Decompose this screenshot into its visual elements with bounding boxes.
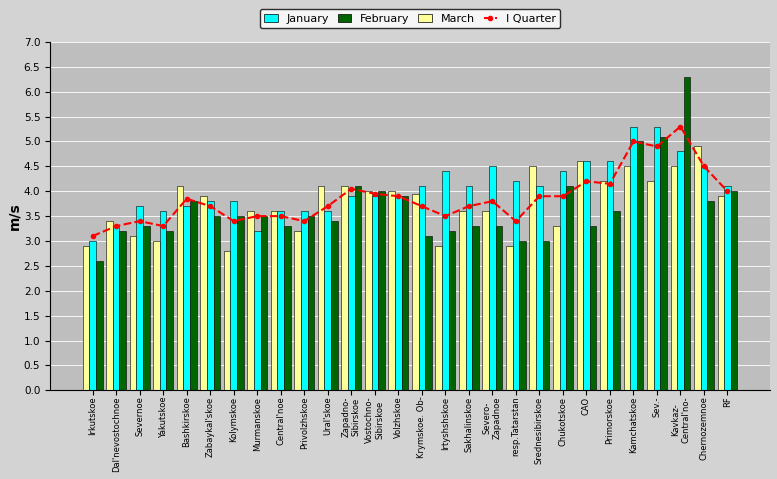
Bar (506, 246, 513, 390)
Bar (130, 236, 137, 390)
Bar (113, 226, 120, 390)
Bar (341, 186, 348, 390)
Bar (153, 241, 160, 390)
Bar (684, 77, 690, 390)
Bar (331, 221, 338, 390)
Bar (224, 251, 231, 390)
Bar (577, 161, 583, 390)
Bar (254, 231, 260, 390)
Bar (318, 186, 325, 390)
Bar (106, 221, 113, 390)
Bar (636, 141, 643, 390)
Bar (542, 241, 549, 390)
Bar (677, 151, 684, 390)
Bar (623, 166, 630, 390)
Bar (600, 181, 607, 390)
Bar (448, 231, 455, 390)
Bar (701, 166, 707, 390)
Bar (724, 186, 730, 390)
Bar (559, 171, 566, 390)
Bar (237, 216, 244, 390)
Bar (472, 226, 479, 390)
Bar (536, 186, 542, 390)
Bar (489, 166, 496, 390)
Bar (529, 166, 536, 390)
Bar (301, 211, 308, 390)
Bar (613, 211, 620, 390)
Bar (365, 191, 371, 390)
Bar (160, 211, 166, 390)
Bar (566, 186, 573, 390)
Bar (590, 226, 596, 390)
Bar (271, 211, 277, 390)
Bar (730, 191, 737, 390)
Bar (630, 126, 636, 390)
Bar (284, 226, 291, 390)
Bar (166, 231, 173, 390)
Bar (419, 186, 425, 390)
Bar (183, 206, 190, 390)
Bar (442, 171, 448, 390)
Bar (190, 201, 197, 390)
Bar (200, 196, 207, 390)
Bar (412, 194, 419, 390)
Bar (553, 226, 559, 390)
Bar (459, 211, 465, 390)
Bar (583, 161, 590, 390)
Bar (247, 211, 254, 390)
Bar (260, 216, 267, 390)
Bar (325, 211, 331, 390)
Bar (647, 181, 653, 390)
Bar (707, 201, 714, 390)
Bar (177, 186, 183, 390)
Bar (354, 186, 361, 390)
Bar (402, 196, 408, 390)
Bar (607, 161, 613, 390)
Bar (425, 236, 432, 390)
Bar (496, 226, 502, 390)
Bar (671, 166, 677, 390)
Bar (348, 196, 354, 390)
Bar (395, 196, 402, 390)
Bar (83, 246, 89, 390)
Bar (718, 196, 724, 390)
Bar (388, 191, 395, 390)
Bar (465, 186, 472, 390)
Y-axis label: m/s: m/s (7, 202, 21, 230)
Bar (231, 201, 237, 390)
Bar (137, 206, 143, 390)
Bar (435, 246, 442, 390)
Bar (89, 241, 96, 390)
Bar (277, 211, 284, 390)
Bar (207, 201, 214, 390)
Bar (483, 211, 489, 390)
Bar (214, 216, 220, 390)
Bar (143, 226, 149, 390)
Bar (513, 181, 519, 390)
Bar (660, 137, 667, 390)
Bar (378, 191, 385, 390)
Bar (120, 231, 126, 390)
Bar (294, 231, 301, 390)
Bar (308, 216, 314, 390)
Bar (371, 196, 378, 390)
Bar (653, 126, 660, 390)
Bar (96, 261, 103, 390)
Legend: January, February, March, I Quarter: January, February, March, I Quarter (260, 9, 560, 28)
Bar (519, 241, 526, 390)
Bar (694, 147, 701, 390)
